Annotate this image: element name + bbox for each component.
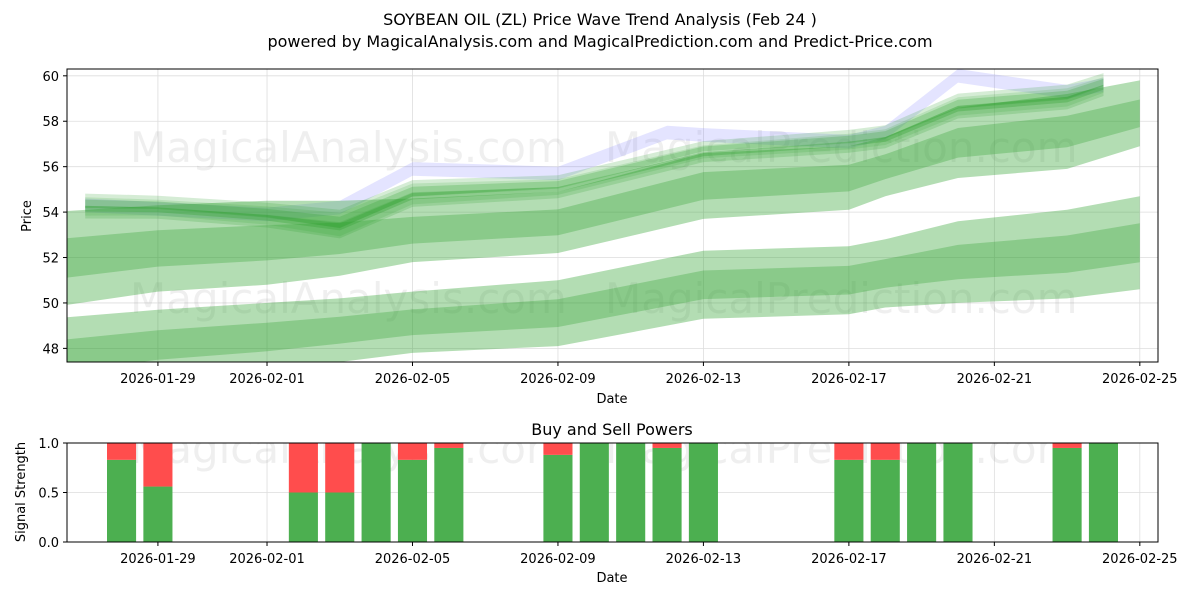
sell-power-bar [1052,443,1082,448]
price-wave-bands [67,69,1140,362]
price-x-ticks: 2026-01-29 2026-02-01 2026-02-05 2026-02-09… [120,362,1178,387]
sell-power-bar [652,443,682,448]
middle-wave-band [67,80,1140,305]
price-y-axis-label: Price [20,200,35,232]
price-x-tick-label: 2026-02-09 [520,372,596,387]
signal-x-tick-label: 2026-02-09 [520,552,596,567]
price-y-tick-label: 56 [42,161,59,176]
lower-wave-core [67,223,1140,362]
buy-power-bar [143,486,173,542]
signal-y-tick-label: 0.5 [38,487,59,502]
price-x-tick-label: 2026-02-21 [957,372,1033,387]
signal-y-ticks: 0.0 0.5 1.0 [38,437,67,551]
sell-power-bar [834,443,864,460]
signal-y-tick-label: 0.0 [38,536,59,551]
buy-power-bar [397,459,428,542]
signal-x-axis-label: Date [596,571,627,586]
buy-power-bar [1052,447,1082,542]
signal-x-tick-label: 2026-02-01 [229,552,305,567]
signal-bars [107,443,1118,542]
price-x-tick-label: 2026-02-17 [811,372,887,387]
signal-x-ticks: 2026-01-29 2026-02-01 2026-02-05 2026-02-09… [120,542,1178,567]
price-plot-area: MagicalAnalysis.com MagicalPrediction.co… [67,69,1140,362]
sell-power-bar [870,443,900,460]
buy-power-bar [907,443,937,542]
watermark-prediction-top-2: MagicalPrediction.com [605,274,1078,323]
buy-power-bar [616,443,646,542]
buy-power-bar [434,447,464,542]
signal-x-tick-label: 2026-02-21 [957,552,1033,567]
buy-power-bar [652,447,682,542]
buy-power-bar [107,459,137,542]
sell-power-bar [397,443,428,460]
price-y-tick-label: 54 [42,206,59,221]
watermark-analysis-top-1: MagicalAnalysis.com [130,123,567,172]
signal-x-tick-label: 2026-02-13 [666,552,742,567]
buy-power-bar [361,443,391,542]
signal-x-tick-label: 2026-01-29 [120,552,196,567]
price-y-tick-label: 60 [42,70,59,85]
sell-power-bar [107,443,137,460]
buy-power-bar [288,492,318,542]
chart-title: SOYBEAN OIL (ZL) Price Wave Trend Analys… [383,10,817,29]
middle-wave-core [67,99,1140,278]
sell-power-bar [325,443,355,493]
buy-power-bar [943,443,973,542]
buy-power-bar [579,443,609,542]
signal-x-tick-label: 2026-02-25 [1102,552,1178,567]
buy-power-bar [1088,443,1118,542]
chart-subtitle: powered by MagicalAnalysis.com and Magic… [267,32,932,51]
price-y-tick-label: 58 [42,115,59,130]
sell-power-bar [288,443,318,493]
price-x-tick-label: 2026-02-25 [1102,372,1178,387]
sell-power-bar [434,443,464,448]
price-x-tick-label: 2026-02-05 [375,372,451,387]
buy-power-bar [870,459,900,542]
signal-x-tick-label: 2026-02-05 [375,552,451,567]
price-x-tick-label: 2026-02-01 [229,372,305,387]
signal-x-tick-label: 2026-02-17 [811,552,887,567]
price-gridlines [67,69,1158,362]
signal-y-axis-label: Signal Strength [14,442,29,542]
price-y-tick-label: 52 [42,252,59,267]
lower-wave-band [67,196,1140,362]
buy-power-bar [834,459,864,542]
watermark-analysis-top-2: MagicalAnalysis.com [130,274,567,323]
buy-power-bar [325,492,355,542]
buy-power-bar [688,443,718,542]
signal-y-tick-label: 1.0 [38,437,59,452]
price-y-tick-label: 50 [42,297,59,312]
sell-power-bar [143,443,173,487]
signal-plot-area: MagicalAnalysis.com MagicalPrediction.co… [107,443,1118,542]
sell-power-bar [543,443,573,455]
price-x-axis-label: Date [596,392,627,407]
price-axes-frame [66,68,1159,363]
price-y-tick-label: 48 [42,342,59,357]
price-y-ticks: 48 50 52 54 56 58 60 [42,70,67,357]
price-x-tick-label: 2026-01-29 [120,372,196,387]
buy-power-bar [543,454,573,542]
signal-chart-title: Buy and Sell Powers [531,420,693,439]
price-x-tick-label: 2026-02-13 [666,372,742,387]
watermark-prediction-top-1: MagicalPrediction.com [605,123,1078,172]
blue-projection-band [85,69,1104,222]
